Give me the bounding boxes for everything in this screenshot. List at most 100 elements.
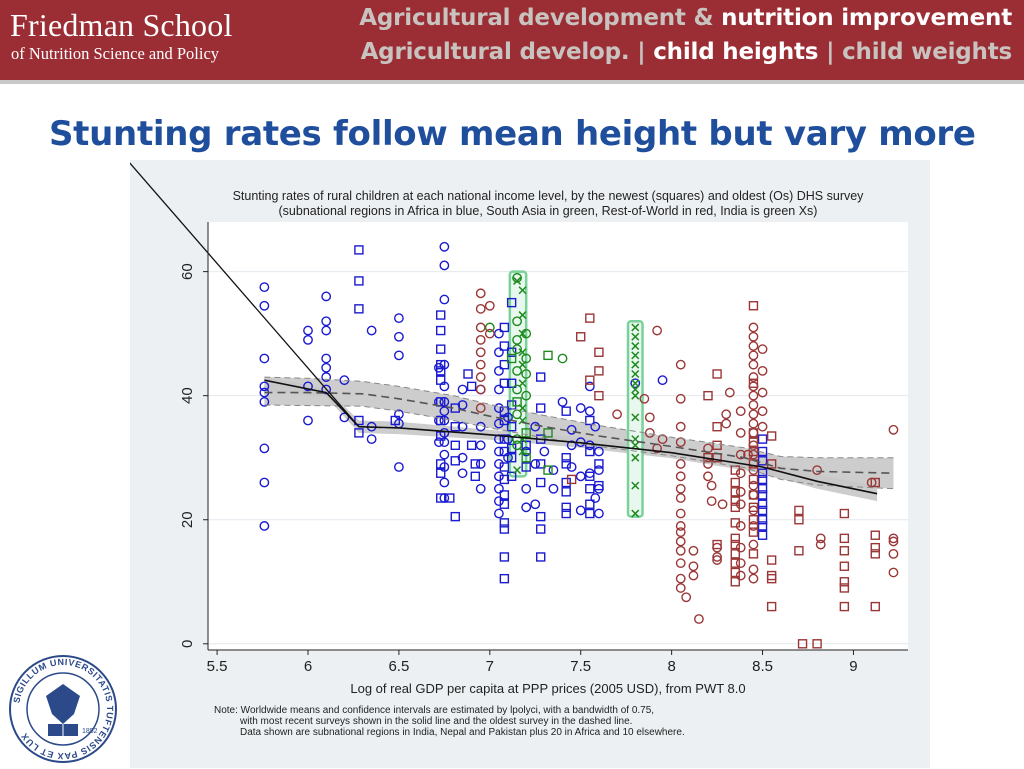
nav-agricultural-develop[interactable]: Agricultural develop. | — [360, 39, 654, 65]
point-s5-55 — [735, 486, 746, 497]
point-s1-96 — [590, 421, 601, 432]
x-tick-label-6.5: 6.5 — [388, 658, 409, 675]
point-s4-50 — [839, 533, 850, 544]
point-s0-60 — [536, 511, 546, 522]
point-s6-12 — [631, 323, 640, 332]
point-s3-4 — [512, 344, 522, 355]
point-s0-38 — [499, 474, 510, 485]
y-tick-label-60: 60 — [179, 263, 196, 280]
point-s6-23 — [631, 441, 640, 450]
point-s5-91 — [815, 539, 826, 550]
point-s3-14 — [557, 353, 568, 364]
point-s2-3 — [521, 453, 531, 463]
point-s1-45 — [439, 449, 450, 460]
point-s1-48 — [439, 493, 450, 503]
nav-child-weights[interactable]: | child weights — [818, 39, 1012, 65]
point-s5-16 — [652, 325, 662, 336]
point-s4-44 — [794, 505, 804, 516]
point-s1-52 — [457, 452, 468, 463]
point-s1-50 — [457, 400, 468, 410]
point-s5-20 — [675, 421, 686, 432]
point-s0-59 — [536, 477, 546, 488]
point-s5-43 — [706, 496, 717, 507]
nav-agricultural-development[interactable]: Agricultural development & — [359, 5, 714, 31]
callout-line — [130, 162, 360, 428]
point-s5-8 — [475, 403, 486, 413]
nav-nutrition-improvement[interactable]: nutrition improvement — [713, 5, 1012, 31]
point-s5-27 — [675, 521, 686, 531]
point-s5-21 — [675, 437, 686, 448]
point-s6-17 — [631, 369, 640, 379]
point-s1-35 — [439, 241, 450, 252]
point-s4-3 — [594, 347, 604, 357]
point-s5-6 — [475, 372, 486, 382]
newest-ci-band — [264, 377, 878, 502]
point-s1-78 — [530, 421, 541, 432]
point-s0-85 — [757, 499, 768, 509]
point-s0-29 — [499, 322, 510, 333]
point-s0-66 — [561, 477, 571, 488]
point-s1-2 — [259, 353, 270, 364]
point-s5-45 — [712, 555, 722, 565]
point-s6-24 — [631, 453, 640, 462]
point-s5-68 — [748, 381, 759, 392]
point-s1-1 — [259, 300, 270, 311]
point-s4-57 — [870, 530, 880, 540]
point-s1-28 — [394, 409, 404, 420]
point-s5-67 — [748, 372, 759, 382]
point-s1-11 — [303, 381, 313, 392]
point-s1-15 — [321, 325, 332, 336]
point-s1-85 — [566, 424, 577, 435]
point-s1-6 — [259, 443, 270, 454]
point-s5-97 — [888, 567, 899, 578]
point-s4-6 — [566, 474, 577, 485]
point-s0-52 — [506, 471, 517, 482]
point-s0-7 — [436, 325, 446, 336]
point-s1-101 — [594, 508, 604, 519]
point-s3-12 — [521, 369, 532, 379]
point-s4-48 — [812, 639, 822, 649]
point-s5-47 — [717, 499, 728, 510]
point-s5-80 — [748, 521, 759, 531]
point-s5-66 — [748, 359, 759, 370]
point-s1-87 — [566, 462, 577, 472]
point-s1-22 — [366, 325, 377, 336]
point-s0-83 — [757, 484, 768, 494]
point-s1-14 — [321, 316, 332, 327]
point-s5-0 — [475, 288, 486, 299]
newest-mean-line — [264, 379, 878, 495]
point-s5-96 — [888, 548, 899, 559]
point-s4-19 — [730, 518, 740, 528]
point-s1-84 — [557, 396, 568, 407]
point-s0-41 — [499, 518, 510, 528]
point-s0-43 — [499, 552, 510, 562]
point-s1-47 — [439, 477, 450, 488]
point-s4-24 — [730, 567, 740, 578]
point-s1-71 — [494, 508, 504, 519]
point-s1-27 — [394, 350, 404, 361]
point-s0-25 — [466, 381, 477, 392]
x-tick-label-6: 6 — [304, 658, 312, 675]
oldest-ci-lower-line — [264, 404, 894, 490]
point-s0-89 — [757, 530, 768, 540]
point-s1-24 — [366, 434, 377, 445]
y-tick-label-0: 0 — [179, 640, 196, 648]
point-s1-67 — [494, 459, 504, 469]
point-s1-10 — [303, 334, 313, 345]
point-s6-26 — [631, 509, 640, 518]
nav-child-heights[interactable]: child heights — [653, 39, 819, 65]
point-s1-77 — [521, 502, 532, 513]
point-s6-16 — [631, 360, 640, 369]
school-logo-name[interactable]: Friedman School — [10, 7, 233, 43]
point-s1-34 — [434, 437, 444, 448]
point-s6-14 — [631, 342, 640, 351]
point-s5-51 — [735, 406, 746, 417]
point-s0-8 — [436, 344, 446, 354]
point-s4-23 — [730, 558, 740, 568]
point-s1-30 — [394, 462, 404, 472]
point-s1-70 — [494, 496, 504, 507]
point-s6-15 — [631, 351, 640, 360]
point-s1-38 — [439, 359, 450, 370]
point-s4-60 — [870, 601, 880, 612]
point-s4-20 — [730, 533, 740, 544]
